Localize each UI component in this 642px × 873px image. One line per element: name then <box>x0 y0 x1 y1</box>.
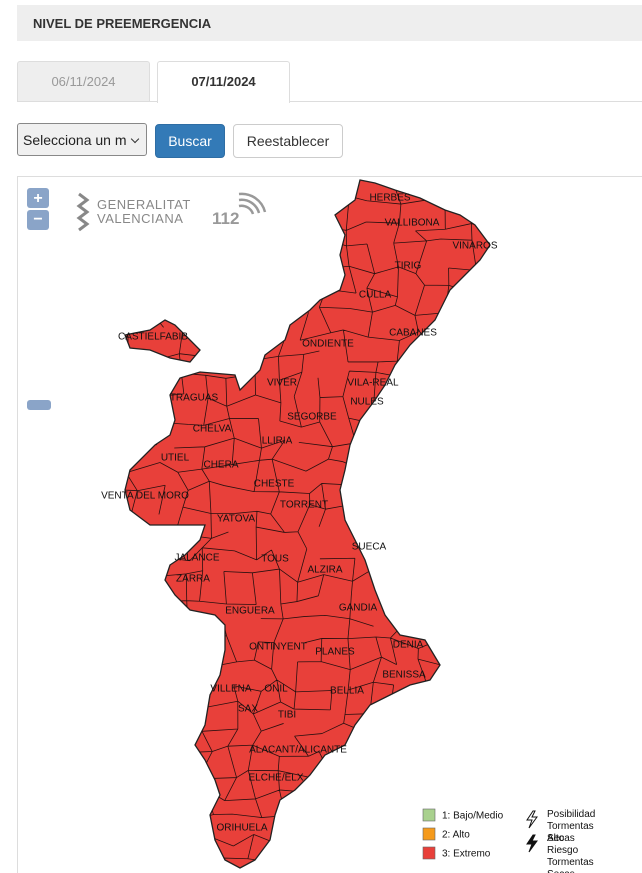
search-button[interactable]: Buscar <box>155 124 225 158</box>
legend-label: 3: Extremo <box>442 849 491 860</box>
place-label: ONIL <box>264 684 288 695</box>
zoom-out-label[interactable]: − <box>33 211 42 228</box>
storm-label: AltoRiesgoTormentasSecas <box>547 833 594 873</box>
tab-divider <box>17 101 642 102</box>
place-label: SAX <box>238 704 258 715</box>
signal-icon <box>238 192 267 215</box>
place-label: GANDIA <box>339 603 378 614</box>
legend: 1: Bajo/Medio 2: Alto 3: Extremo Posibilida… <box>422 808 595 873</box>
gva-logo: GENERALITAT VALENCIANA <box>76 192 191 232</box>
place-label: TIRIG <box>395 261 422 272</box>
place-label: BELLIA <box>330 686 364 697</box>
logo-text: VALENCIANA <box>97 211 183 226</box>
place-label: VALLIBONA <box>385 218 440 229</box>
place-label: YATOVA <box>217 514 255 525</box>
legend-swatch <box>422 846 436 860</box>
place-label: ONDIENTE <box>302 339 354 350</box>
legend-swatch <box>422 827 436 841</box>
zoom-out-button[interactable] <box>27 210 49 230</box>
place-label: BENISSA <box>382 670 426 681</box>
place-label: TOUS <box>261 554 289 565</box>
place-label: ALZIRA <box>307 565 342 576</box>
place-label: NULES <box>350 397 384 408</box>
place-label: CHESTE <box>254 479 295 490</box>
place-label: ZARRA <box>176 574 210 585</box>
map: HERBES VALLIBONA VINAROS TIRIG CULLA CABANES C… <box>17 176 642 873</box>
municipality-select[interactable]: Selecciona un m <box>17 123 147 156</box>
place-label: VENTA DEL MORO <box>101 491 189 502</box>
place-label: VILA-REAL <box>347 378 399 389</box>
storm-icon <box>526 834 538 853</box>
reset-button[interactable]: Reestablecer <box>233 124 343 158</box>
zoom-in-label[interactable]: + <box>33 190 42 207</box>
place-label: SEGORBE <box>287 412 337 423</box>
place-label: CABANES <box>389 328 437 339</box>
logo-112: 112 <box>212 192 267 228</box>
logo-text: GENERALITAT <box>97 197 191 212</box>
region-layer: HERBES VALLIBONA VINAROS TIRIG CULLA CABANES C… <box>101 179 498 869</box>
legend-swatch <box>422 808 436 822</box>
place-label: SUECA <box>352 542 387 553</box>
place-label: DENIA <box>393 640 424 651</box>
place-label: CASTIELFABIB <box>118 332 188 343</box>
date-tab-active[interactable]: 07/11/2024 <box>157 61 290 103</box>
place-label: HERBES <box>369 193 410 204</box>
place-label: ORIHUELA <box>216 823 267 834</box>
storm-label: Posibilidad Tormentas Secas <box>547 809 595 844</box>
place-label: CULLA <box>359 290 392 301</box>
place-label: ELCHE/ELX <box>248 773 303 784</box>
place-label: VILLENA <box>210 684 251 695</box>
header-title: NIVEL DE PREEMERGENCIA <box>17 5 642 41</box>
place-label: TRAGUAS <box>170 393 219 404</box>
place-label: VINAROS <box>452 241 497 252</box>
place-label: CHELVA <box>193 424 232 435</box>
zoom-in-button[interactable] <box>27 188 49 208</box>
logo-112-text: 112 <box>212 209 239 228</box>
legend-label: 1: Bajo/Medio <box>442 811 504 822</box>
legend-label: 2: Alto <box>442 830 470 841</box>
date-tab[interactable]: 06/11/2024 <box>17 61 150 102</box>
storm-icon <box>526 810 538 829</box>
place-label: UTIEL <box>161 453 190 464</box>
place-label: ONTINYENT <box>249 642 307 653</box>
layer-toggle[interactable] <box>27 400 51 410</box>
place-label: VIVER <box>267 378 297 389</box>
place-label: CHERA <box>203 460 238 471</box>
gva-emblem <box>76 192 90 232</box>
place-label: TORRENT <box>280 500 328 511</box>
place-label: LLIRIA <box>262 436 293 447</box>
place-label: PLANES <box>315 647 355 658</box>
place-label: ALACANT/ALICANTE <box>249 745 347 756</box>
place-label: ENGUERA <box>225 606 275 617</box>
place-label: JALANCE <box>174 553 219 564</box>
place-label: TIBI <box>278 710 296 721</box>
